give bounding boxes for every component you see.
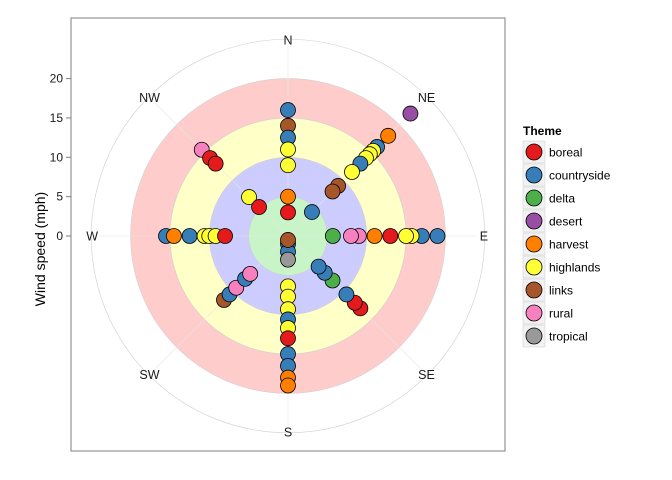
data-point [280,330,296,347]
data-point [280,251,296,268]
data-point [382,228,399,244]
y-tick-label: 0 [56,229,63,243]
data-point [280,232,296,248]
data-point [343,228,359,244]
direction-labels: N NE E SE S SW W NW [86,34,488,440]
data-point [338,286,355,303]
legend-key-tropical [525,327,543,345]
data-point [429,228,446,244]
data-point [344,164,360,180]
legend-key-boreal [525,143,543,161]
data-point [280,377,296,394]
legend-label-harvest: harvest [549,238,589,252]
data-point [181,228,198,244]
direction-label-s: S [284,425,292,439]
data-point [310,258,327,275]
legend-label-delta: delta [549,192,575,206]
legend-label-desert: desert [549,215,583,229]
data-point [251,199,267,215]
legend-key-desert [525,212,543,230]
data-point [241,189,257,205]
data-point [280,141,296,158]
data-point [398,228,414,244]
data-point [280,188,296,205]
y-tick-label: 20 [50,72,64,86]
legend-label-tropical: tropical [549,330,588,344]
data-point [280,204,296,221]
direction-label-ne: NE [418,91,435,105]
legend-title: Theme [523,124,562,138]
legend-label-rural: rural [549,307,573,321]
data-point [402,105,419,122]
data-point [217,228,233,244]
data-point [366,228,383,244]
data-point [324,183,341,200]
data-point [280,102,296,118]
data-points [158,102,446,394]
legend-key-rural [525,304,543,322]
legend-key-links [525,281,543,299]
data-point [207,155,224,172]
data-point [165,228,182,244]
direction-label-nw: NW [139,91,160,105]
legend-key-countryside [525,166,543,184]
legend-label-countryside: countryside [549,169,611,183]
legend-key-highlands [525,258,543,276]
data-point [324,228,341,244]
plot-panel [70,17,506,452]
y-tick-label: 5 [56,190,63,204]
data-point [242,265,259,282]
y-tick-label: 10 [50,150,64,164]
y-axis-ticks: 0 5 10 15 20 [50,72,71,243]
y-tick-label: 15 [50,111,64,125]
legend-label-links: links [549,284,573,298]
direction-label-n: N [283,34,292,48]
direction-label-w: W [86,230,98,244]
data-point [280,157,296,174]
y-axis-title: Wind speed (mph) [32,192,48,306]
direction-label-e: E [480,230,488,244]
legend-key-delta [525,189,543,207]
grid-circle [90,38,486,434]
direction-label-se: SE [418,368,435,382]
data-point [380,127,397,144]
legend: Theme boreal countryside delta desert harves… [522,124,611,348]
data-point [304,204,320,220]
legend-label-boreal: boreal [549,146,582,160]
direction-label-sw: SW [139,368,159,382]
legend-label-highlands: highlands [549,261,600,275]
legend-key-harvest [525,235,543,253]
